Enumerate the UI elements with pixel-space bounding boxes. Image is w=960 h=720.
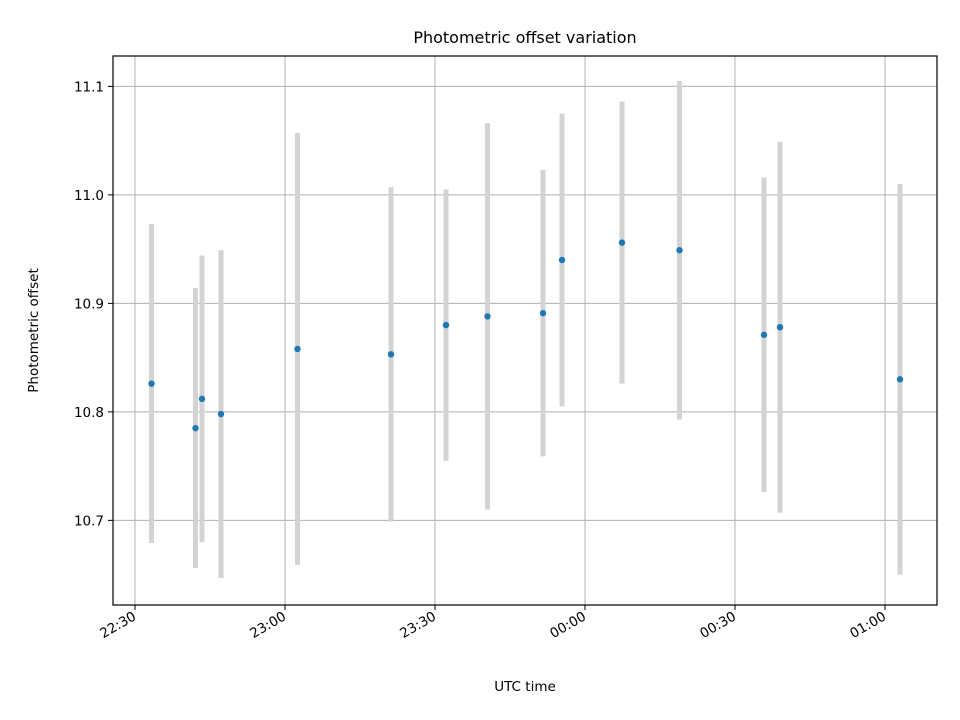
data-point xyxy=(198,395,206,403)
data-point xyxy=(192,424,199,432)
data-point xyxy=(618,239,626,246)
y-axis-label: Photometric offset xyxy=(26,268,42,392)
plot-frame xyxy=(112,55,938,606)
data-point xyxy=(387,351,395,358)
data-point xyxy=(148,380,155,387)
data-point xyxy=(676,247,683,254)
y-tick-label: 11.1 xyxy=(74,79,104,95)
data-point xyxy=(896,376,904,383)
data-point xyxy=(442,321,450,329)
y-tick-label: 11.0 xyxy=(74,188,104,204)
y-tick-label: 10.7 xyxy=(74,513,104,529)
data-point xyxy=(294,345,301,353)
grid xyxy=(113,56,937,605)
data-points xyxy=(148,239,904,432)
data-point xyxy=(217,410,225,418)
data-point xyxy=(776,324,784,331)
y-tick-label: 10.9 xyxy=(74,296,104,312)
y-tick-label: 10.8 xyxy=(74,405,104,421)
data-point xyxy=(484,313,491,320)
data-point xyxy=(539,309,547,317)
y-axis-ticks: 10.7 10.8 10.9 11.0 11.1 xyxy=(74,79,113,529)
data-point xyxy=(558,256,566,264)
x-axis-label: UTC time xyxy=(494,679,556,695)
chart-title: Photometric offset variation xyxy=(413,28,636,47)
data-point xyxy=(760,331,768,339)
